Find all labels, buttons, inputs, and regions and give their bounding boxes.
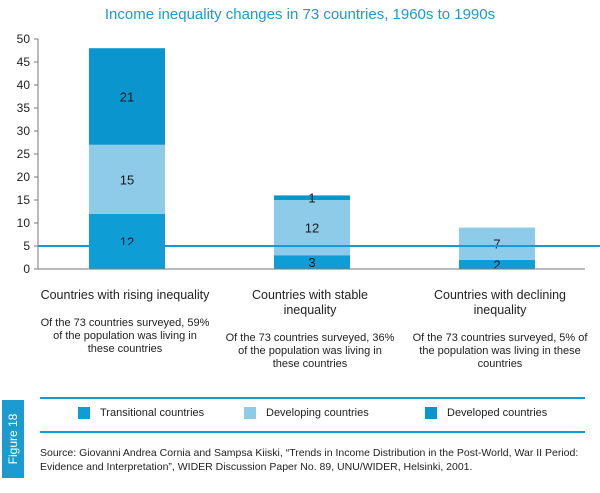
bar-segment [89, 144, 165, 214]
category-label: Countries with declining inequality [433, 288, 566, 317]
bar-value-label: 12 [120, 234, 134, 249]
y-tick-label: 15 [17, 193, 31, 207]
bar-value-label: 15 [120, 172, 134, 187]
legend-swatch [78, 407, 90, 419]
category-label: Countries with stable inequality [251, 288, 369, 317]
category-declining: Countries with declining inequality Of t… [410, 288, 590, 371]
bar-segment [89, 48, 165, 145]
legend-item-developed: Developed countries [425, 407, 547, 419]
y-tick-label: 35 [17, 101, 31, 115]
legend-swatch [244, 407, 256, 419]
bar-segment [459, 227, 535, 260]
chart-legend: Transitional countries Developing countr… [40, 397, 585, 433]
figure-label: Figure 18 [6, 413, 20, 465]
bar-value-label: 7 [493, 237, 500, 252]
bar-value-label: 21 [120, 90, 134, 105]
source-note: Source: Giovanni Andrea Cornia and Samps… [40, 447, 579, 473]
y-tick-label: 20 [17, 170, 31, 184]
y-tick-label: 10 [17, 216, 31, 230]
category-label: Countries with rising inequality [40, 288, 210, 302]
bar-value-label: 2 [493, 257, 500, 272]
category-note: Of the 73 countries surveyed, 36% of the… [225, 332, 395, 370]
bar-value-label: 1 [308, 191, 315, 206]
bar-segment [274, 255, 350, 269]
category-stable: Countries with stable inequality Of the … [225, 288, 395, 371]
legend-label: Transitional countries [100, 407, 205, 419]
y-tick-label: 50 [17, 32, 31, 46]
category-note: Of the 73 countries surveyed, 59% of the… [40, 317, 210, 355]
figure-tab: Figure 18 [2, 400, 24, 478]
legend-item-developing: Developing countries [244, 407, 369, 419]
y-tick-label: 25 [17, 147, 31, 161]
bar-value-label: 3 [308, 255, 315, 270]
chart-title: Income inequality changes in 73 countrie… [104, 6, 496, 23]
category-rising: Countries with rising inequality Of the … [40, 288, 210, 356]
y-tick-label: 5 [23, 239, 30, 253]
category-note: Of the 73 countries surveyed, 5% of the … [412, 332, 588, 370]
legend-label: Developing countries [266, 407, 369, 419]
y-tick-label: 0 [23, 262, 30, 276]
bar-value-label: 12 [305, 221, 319, 236]
y-tick-label: 40 [17, 78, 31, 92]
legend-swatch [425, 407, 437, 419]
bar-segment [274, 195, 350, 200]
bar-segment [459, 259, 535, 269]
legend-item-transitional: Transitional countries [78, 407, 204, 419]
y-tick-label: 30 [17, 124, 31, 138]
legend-label: Developed countries [447, 407, 548, 419]
bar-segment [89, 213, 165, 269]
y-tick-label: 45 [17, 55, 31, 69]
